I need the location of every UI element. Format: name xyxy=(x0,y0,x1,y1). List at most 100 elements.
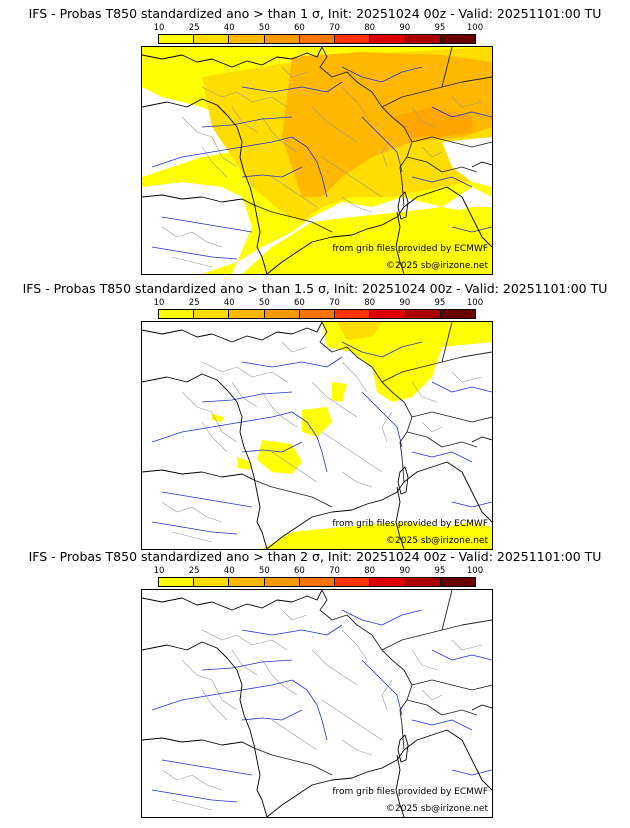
colorbar xyxy=(158,577,476,587)
map-panel-2: IFS - Probas T850 standardized ano > tha… xyxy=(0,281,630,553)
river xyxy=(241,624,343,636)
river xyxy=(161,759,253,776)
admin-boundary xyxy=(341,196,373,213)
admin-boundary xyxy=(341,629,368,661)
coastline xyxy=(403,729,492,791)
country-border xyxy=(381,76,492,108)
river xyxy=(151,679,293,711)
river xyxy=(241,709,303,721)
map-canvas xyxy=(142,590,492,817)
admin-boundary xyxy=(421,146,443,158)
country-border xyxy=(253,747,333,776)
panel-title: IFS - Probas T850 standardized ano > tha… xyxy=(28,549,602,564)
river xyxy=(451,501,492,508)
admin-boundary xyxy=(281,609,308,621)
map-lines-group xyxy=(142,322,492,549)
river xyxy=(411,451,473,463)
colorbar-tick-label: 80 xyxy=(364,298,376,308)
colorbar-segment xyxy=(194,35,230,43)
admin-boundary xyxy=(341,361,368,393)
colorbar xyxy=(158,309,476,319)
corsica-coastline xyxy=(397,191,409,220)
colorbar-labels: 10 25 40 50 60 70 80 90 95 100 xyxy=(154,23,484,33)
prob-area-yellow-w xyxy=(212,414,224,422)
river xyxy=(411,176,473,188)
river xyxy=(361,116,403,173)
colorbar-segment xyxy=(440,35,475,43)
admin-boundary xyxy=(411,106,438,128)
copyright: ©2025 sb@irizone.net xyxy=(386,804,488,814)
admin-boundary xyxy=(421,689,443,701)
colorbar-tick-label: 80 xyxy=(364,566,376,576)
map-canvas xyxy=(142,47,492,274)
coastline xyxy=(142,590,323,611)
country-border xyxy=(319,590,413,751)
river xyxy=(201,116,293,128)
prob-area-yellow-south xyxy=(262,522,492,549)
probability-map: from grib files provided by ECMWF ©2025 … xyxy=(141,589,493,818)
river xyxy=(291,136,328,198)
admin-boundary xyxy=(161,501,223,523)
admin-boundary xyxy=(451,371,483,383)
admin-boundary xyxy=(161,769,223,791)
colorbar-segment xyxy=(440,578,475,586)
admin-boundary xyxy=(321,156,383,198)
colorbar-segment xyxy=(299,578,336,586)
colorbar-segment xyxy=(299,35,336,43)
admin-boundary xyxy=(171,256,213,268)
river xyxy=(151,521,238,535)
river xyxy=(151,136,293,168)
admin-boundary xyxy=(381,411,393,443)
colorbar-tick-label: 10 xyxy=(153,566,165,576)
coastline xyxy=(266,481,405,549)
source-credit: from grib files provided by ECMWF xyxy=(332,787,488,797)
coastline xyxy=(471,436,492,443)
prob-area-yellow-bay xyxy=(237,457,252,470)
admin-boundary xyxy=(341,471,373,488)
colorbar-segment xyxy=(159,310,195,318)
admin-boundary xyxy=(171,531,213,543)
admin-boundary xyxy=(311,381,358,418)
colorbar-tick-label: 10 xyxy=(153,298,165,308)
river xyxy=(201,391,293,403)
admin-boundary xyxy=(201,86,288,108)
prob-area-white-east xyxy=(442,137,492,187)
river xyxy=(151,246,238,260)
admin-boundary xyxy=(171,799,213,811)
coastline xyxy=(142,641,268,817)
prob-area-yellow-south xyxy=(242,207,492,274)
river xyxy=(341,66,423,83)
colorbar-segment xyxy=(405,310,441,318)
corsica-coastline xyxy=(397,734,409,763)
coastline xyxy=(142,98,268,274)
admin-boundary xyxy=(231,106,258,133)
colorbar-tick-label: 70 xyxy=(329,23,340,33)
admin-boundary xyxy=(261,116,298,153)
admin-boundary xyxy=(281,341,308,353)
country-border xyxy=(441,322,453,363)
admin-boundary xyxy=(261,659,298,696)
river xyxy=(411,719,473,731)
country-border xyxy=(441,47,453,88)
colorbar-segment xyxy=(194,310,230,318)
coastline xyxy=(142,47,323,68)
coastline xyxy=(471,161,492,168)
prob-area-dark-orange xyxy=(392,107,472,137)
country-border xyxy=(411,411,492,423)
map-lines-group xyxy=(142,590,492,817)
panel-title: IFS - Probas T850 standardized ano > tha… xyxy=(22,281,608,296)
colorbar-tick-label: 60 xyxy=(294,298,305,308)
admin-boundary xyxy=(231,649,258,676)
colorbar xyxy=(158,34,476,44)
coastline xyxy=(403,186,492,248)
colorbar-segment xyxy=(370,35,406,43)
colorbar-tick-label: 60 xyxy=(294,23,305,33)
colorbar-tick-label: 50 xyxy=(258,566,270,576)
colorbar-tick-label: 25 xyxy=(188,566,200,576)
colorbar-segment xyxy=(405,578,441,586)
colorbar-segment xyxy=(159,35,195,43)
admin-boundary xyxy=(381,136,393,168)
country-border xyxy=(381,619,492,651)
source-credit: from grib files provided by ECMWF xyxy=(332,244,488,254)
river xyxy=(431,106,492,118)
